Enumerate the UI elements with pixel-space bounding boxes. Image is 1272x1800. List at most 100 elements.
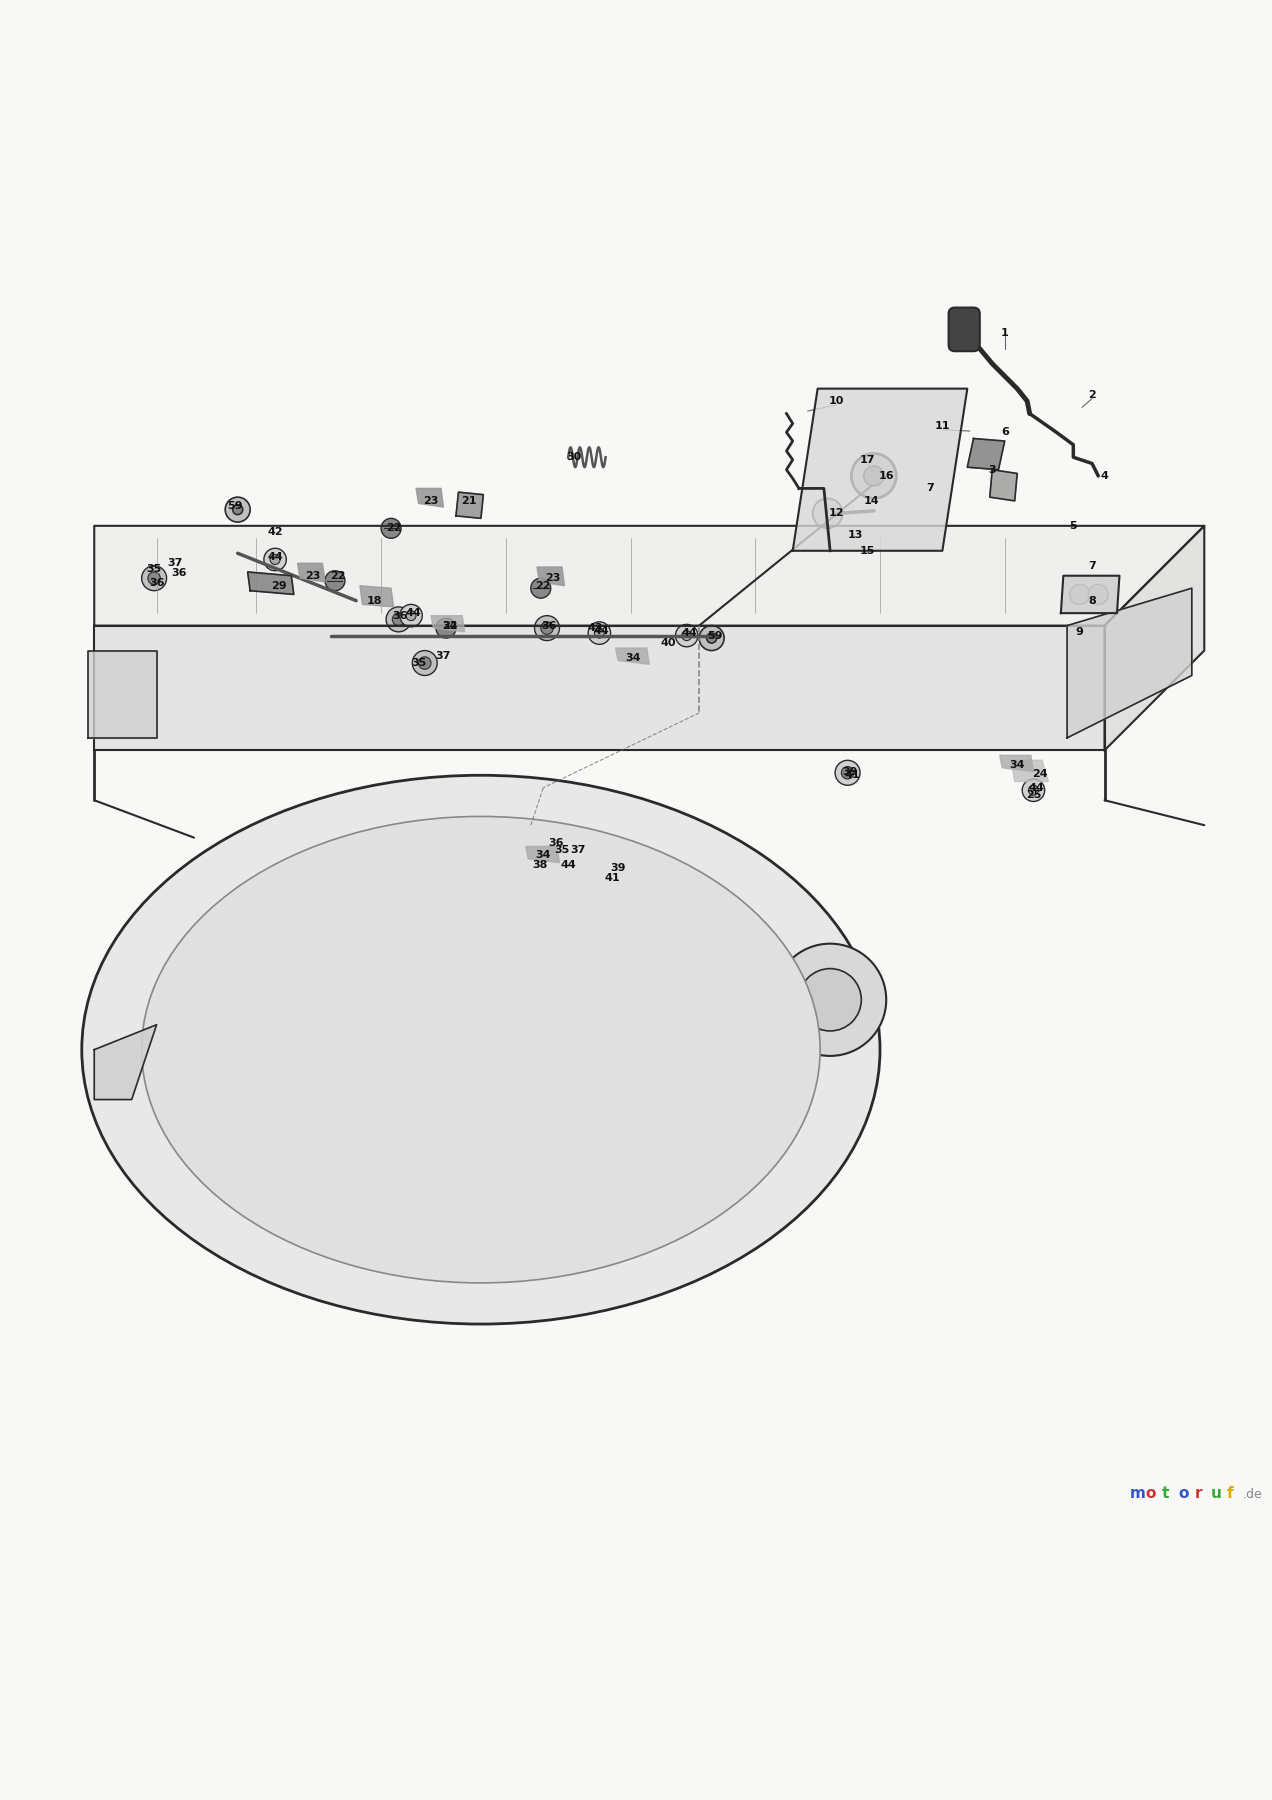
Text: 22: 22: [536, 581, 551, 590]
Circle shape: [141, 565, 167, 590]
Text: t: t: [1161, 1487, 1169, 1501]
Text: 41: 41: [845, 770, 860, 779]
Polygon shape: [1000, 756, 1033, 772]
Circle shape: [324, 571, 345, 590]
Text: 22: 22: [441, 621, 458, 630]
Text: 44: 44: [682, 628, 697, 637]
Circle shape: [841, 767, 854, 779]
Polygon shape: [1061, 576, 1119, 614]
Polygon shape: [1067, 589, 1192, 738]
Text: 42: 42: [267, 527, 282, 536]
Circle shape: [534, 616, 560, 641]
Text: 14: 14: [864, 495, 879, 506]
Text: 1: 1: [1001, 328, 1009, 338]
Circle shape: [513, 1019, 550, 1057]
Text: 22: 22: [329, 571, 345, 581]
Text: 35: 35: [411, 659, 426, 668]
Text: 3: 3: [988, 464, 996, 475]
Circle shape: [530, 578, 551, 598]
Circle shape: [555, 857, 577, 878]
Text: 36: 36: [548, 837, 563, 848]
Text: 25: 25: [1025, 790, 1040, 801]
Text: 38: 38: [532, 860, 547, 869]
Text: o: o: [1146, 1487, 1156, 1501]
Polygon shape: [455, 491, 483, 518]
Circle shape: [418, 657, 431, 670]
Circle shape: [148, 572, 160, 585]
Text: 16: 16: [879, 472, 894, 481]
Text: o: o: [1178, 1487, 1188, 1501]
Circle shape: [550, 833, 562, 846]
Circle shape: [1070, 585, 1090, 605]
Polygon shape: [94, 1024, 156, 1100]
Text: 30: 30: [567, 452, 583, 463]
Circle shape: [399, 605, 422, 626]
Circle shape: [541, 621, 553, 634]
Circle shape: [392, 614, 404, 626]
Circle shape: [851, 454, 897, 499]
Circle shape: [813, 499, 842, 529]
Circle shape: [263, 549, 286, 571]
Circle shape: [700, 626, 724, 650]
Text: 23: 23: [305, 571, 321, 581]
Text: 35: 35: [146, 565, 162, 574]
Circle shape: [799, 968, 861, 1031]
Polygon shape: [360, 585, 393, 607]
Circle shape: [481, 988, 581, 1087]
Circle shape: [836, 760, 860, 785]
Polygon shape: [967, 439, 1005, 470]
Ellipse shape: [141, 817, 820, 1283]
Circle shape: [675, 625, 698, 646]
Text: 34: 34: [536, 850, 551, 860]
Circle shape: [406, 610, 416, 621]
Text: 37: 37: [570, 846, 586, 855]
Circle shape: [1089, 585, 1108, 605]
Text: 44: 44: [406, 608, 421, 617]
Text: m: m: [1130, 1487, 1145, 1501]
Text: 2: 2: [1088, 391, 1096, 400]
Text: 8: 8: [1088, 596, 1096, 605]
Text: 34: 34: [1010, 760, 1025, 770]
Polygon shape: [616, 648, 649, 664]
Polygon shape: [537, 567, 565, 585]
Text: 36: 36: [542, 621, 557, 630]
Polygon shape: [1011, 760, 1048, 781]
Polygon shape: [94, 626, 1104, 751]
Text: 5: 5: [1070, 520, 1077, 531]
Text: 39: 39: [611, 862, 626, 873]
Polygon shape: [88, 650, 156, 738]
Circle shape: [773, 943, 887, 1057]
Circle shape: [382, 518, 401, 538]
Text: 40: 40: [660, 637, 675, 648]
Text: 12: 12: [828, 508, 845, 518]
Text: 35: 35: [555, 846, 570, 855]
Text: 44: 44: [561, 860, 576, 869]
Polygon shape: [792, 389, 967, 551]
Text: 15: 15: [860, 545, 875, 556]
Text: 9: 9: [1076, 626, 1084, 637]
Circle shape: [1023, 779, 1044, 801]
Circle shape: [436, 617, 455, 637]
Polygon shape: [298, 563, 324, 581]
Text: 17: 17: [860, 455, 875, 464]
Circle shape: [444, 950, 618, 1125]
Circle shape: [225, 497, 251, 522]
Text: 22: 22: [385, 524, 402, 533]
Text: 21: 21: [460, 495, 476, 506]
Circle shape: [270, 554, 280, 565]
Text: 36: 36: [149, 578, 164, 589]
Text: 29: 29: [271, 581, 286, 590]
FancyBboxPatch shape: [949, 308, 979, 351]
Circle shape: [864, 466, 884, 486]
Circle shape: [233, 504, 243, 515]
Circle shape: [612, 859, 625, 871]
Text: 11: 11: [935, 421, 950, 430]
Text: 10: 10: [828, 396, 845, 407]
Text: 34: 34: [441, 621, 458, 630]
Circle shape: [707, 634, 716, 643]
Text: 23: 23: [424, 495, 439, 506]
Circle shape: [588, 621, 611, 644]
Text: r: r: [1194, 1487, 1202, 1501]
Text: 23: 23: [546, 572, 561, 583]
Text: 24: 24: [1032, 769, 1047, 779]
